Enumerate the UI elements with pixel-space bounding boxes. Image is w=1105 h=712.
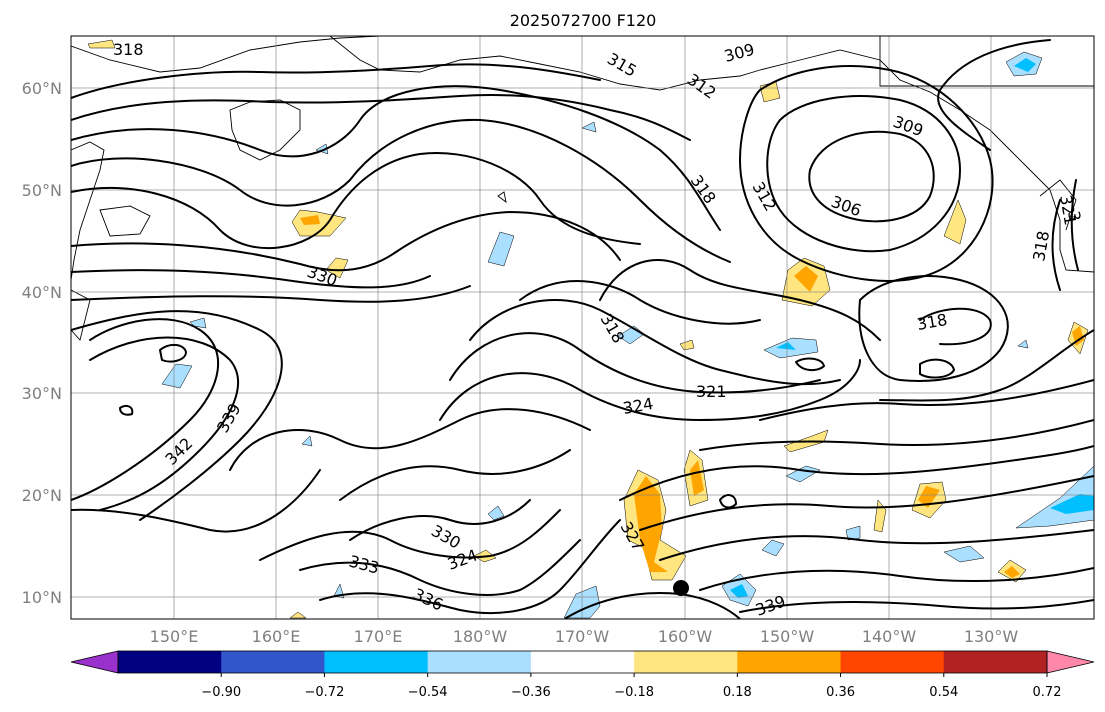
lat-label: 20°N (22, 486, 62, 505)
colorbar-swatch (634, 651, 738, 673)
contour-label: 3 (1064, 209, 1084, 222)
colorbar-swatch (530, 651, 635, 673)
lat-label: 40°N (22, 283, 62, 302)
lon-label: 150°W (760, 627, 815, 646)
colorbar-tick-label: 0.54 (929, 685, 958, 700)
colorbar-frame (117, 650, 1048, 674)
colorbar-ticks: −0.90 −0.72 −0.54 −0.36 −0.18 0.18 0.36 0.54 0.7… (201, 673, 1062, 700)
colorbar-tick-label: 0.36 (826, 685, 855, 700)
latitude-labels: 60°N 50°N 40°N 30°N 20°N 10°N (22, 79, 62, 607)
colorbar-swatch (943, 651, 1048, 673)
longitude-labels: 150°E 160°E 170°E 180°W 170°W 160°W 150°… (150, 627, 1019, 646)
colorbar-swatch (221, 651, 325, 673)
figure-title: 2025072700 F120 (510, 11, 657, 30)
storm-marker-dot (673, 580, 689, 596)
lat-label: 60°N (22, 79, 62, 98)
map-panel: 318 315 312 309 309 312 306 318 321 3 31… (71, 36, 1094, 619)
colorbar-tick-label: −0.72 (305, 685, 345, 700)
colorbar-swatch (427, 651, 532, 673)
lon-label: 160°W (658, 627, 713, 646)
colorbar-under-arrow (70, 650, 119, 674)
gridlines (71, 36, 1094, 619)
lon-label: 130°W (964, 627, 1019, 646)
contour-lines (71, 39, 1094, 619)
lon-label: 180°W (453, 627, 508, 646)
lat-label: 10°N (22, 588, 62, 607)
colorbar-tick-label: −0.54 (408, 685, 448, 700)
lat-label: 50°N (22, 181, 62, 200)
colorbar-swatch (324, 651, 429, 673)
colorbar-swatches (118, 651, 1048, 673)
colorbar-swatch (840, 651, 945, 673)
colorbar-swatch (118, 651, 222, 673)
colorbar-swatch (737, 651, 842, 673)
contour-label: 318 (113, 40, 144, 59)
colorbar-tick-label: −0.18 (614, 685, 654, 700)
map-frame (70, 35, 1095, 620)
lon-label: 140°W (862, 627, 917, 646)
colorbar-tick-label: −0.90 (201, 685, 241, 700)
lon-label: 170°W (555, 627, 610, 646)
lon-label: 160°E (252, 627, 301, 646)
colorbar-over-arrow (1046, 650, 1095, 674)
contour-label: 321 (696, 382, 727, 401)
lon-label: 150°E (150, 627, 199, 646)
lat-label: 30°N (22, 384, 62, 403)
colorbar: −0.90 −0.72 −0.54 −0.36 −0.18 0.18 0.36 0.54 0.7… (70, 650, 1095, 700)
colorbar-tick-label: −0.36 (511, 685, 551, 700)
colorbar-tick-label: 0.18 (723, 685, 752, 700)
colorbar-tick-label: 0.72 (1033, 685, 1062, 700)
lon-label: 170°E (354, 627, 403, 646)
